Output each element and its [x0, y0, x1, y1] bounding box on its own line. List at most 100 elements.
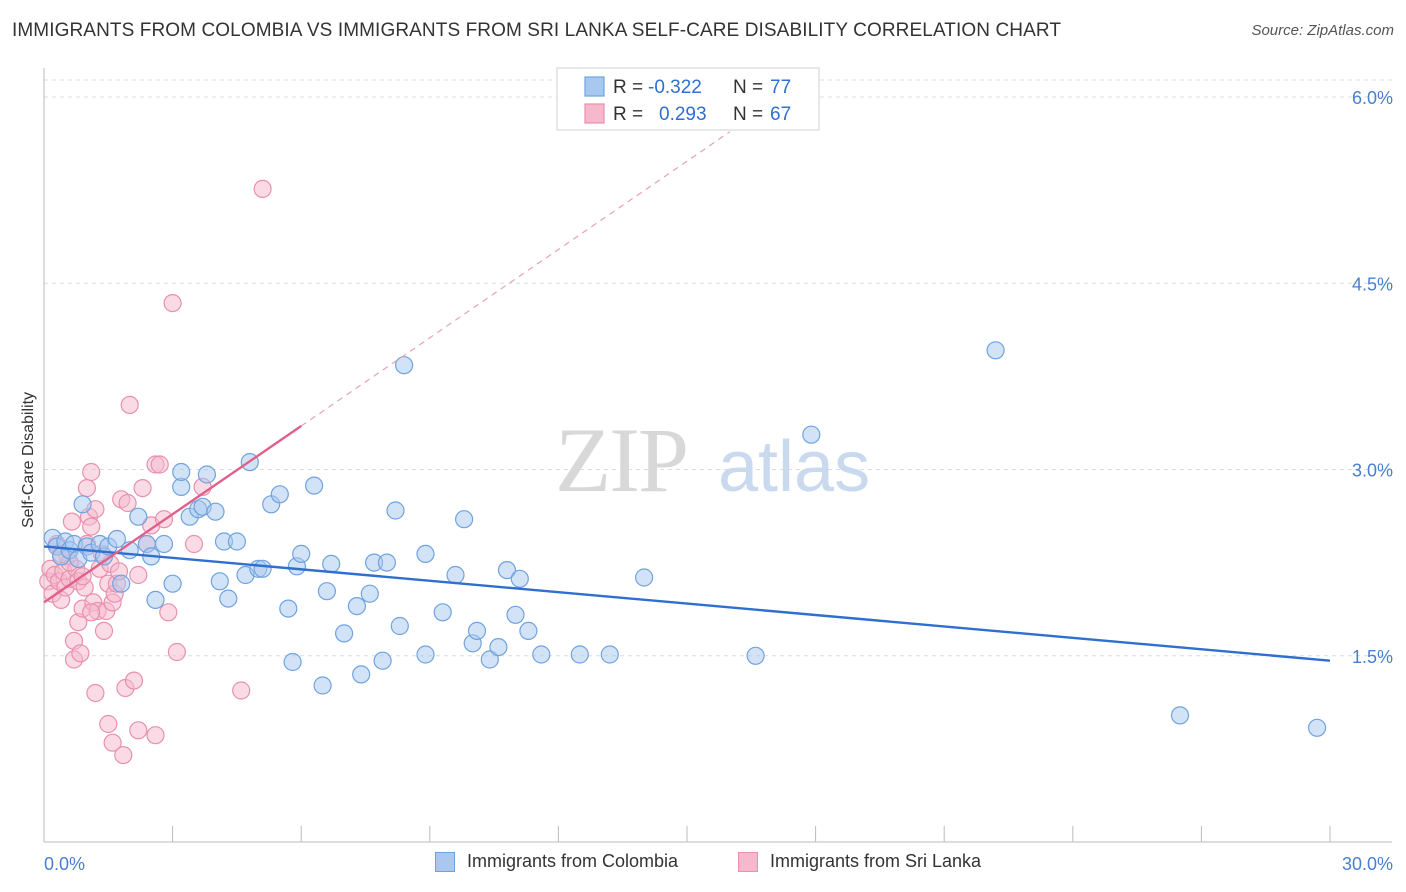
x-tick-label-1: 30.0%: [1342, 854, 1393, 874]
colombia-point-21: [163, 574, 182, 593]
colombia-point-29: [210, 572, 229, 591]
sri-lanka-point-43: [120, 395, 139, 414]
colombia-point-68: [510, 569, 529, 588]
colombia-point-32: [227, 532, 246, 551]
bottom-legend: Immigrants from Colombia Immigrants from…: [0, 851, 1406, 881]
watermark-zip: ZIP: [555, 409, 687, 511]
sri-lanka-point-17: [71, 644, 90, 663]
colombia-point-69: [519, 621, 538, 641]
legend-box: R = -0.322 N = 77 R = 0.293 N = 67: [556, 67, 820, 131]
legend-r-value-2: 0.293: [659, 104, 707, 125]
sri-lanka-point-60: [99, 714, 118, 734]
colombia-point-47: [335, 624, 354, 643]
colombia-point-7: [73, 495, 92, 514]
sri-lanka-point-63: [82, 603, 101, 622]
sri-lanka-point-62: [86, 683, 105, 703]
colombia-point-75: [802, 425, 821, 444]
colombia-point-31: [219, 589, 238, 608]
colombia-point-42: [292, 544, 311, 564]
colombia-point-72: [600, 645, 619, 664]
colombia-point-16: [129, 507, 148, 526]
colombia-point-45: [317, 582, 336, 601]
colombia-point-60: [446, 565, 465, 585]
colombia-point-55: [390, 616, 409, 636]
colombia-point-67: [506, 605, 525, 624]
source-credit: Source: ZipAtlas.com: [1251, 22, 1394, 39]
colombia-point-54: [386, 501, 405, 520]
sri-lanka-point-42: [118, 493, 137, 513]
sri-lanka-point-51: [150, 455, 169, 474]
colombia-point-61: [455, 510, 474, 529]
colombia-point-49: [352, 665, 371, 684]
colombia-point-77: [1170, 706, 1190, 725]
legend-label-colombia: Immigrants from Colombia: [467, 851, 679, 871]
sri-lanka-trendline-extension: [300, 131, 731, 427]
colombia-trendline: [43, 545, 1331, 662]
legend-n-value-1: 77: [770, 77, 791, 98]
legend-n-label-2: N =: [733, 104, 763, 125]
colombia-point-39: [279, 599, 298, 618]
colombia-point-20: [154, 534, 174, 554]
legend-swatch-blue: [584, 76, 605, 97]
colombia-point-28: [206, 502, 225, 521]
legend-r-label-2: R =: [613, 104, 643, 125]
legend-label-sri-lanka: Immigrants from Sri Lanka: [770, 851, 982, 871]
colombia-point-78: [1307, 718, 1327, 737]
sri-lanka-point-35: [103, 733, 122, 752]
colombia-point-64: [480, 650, 499, 669]
colombia-point-76: [986, 341, 1005, 360]
colombia-point-40: [283, 652, 302, 672]
y-tick-label-1: 3.0%: [1352, 461, 1393, 481]
legend-swatch-sri-lanka: [738, 851, 758, 872]
chart-title: IMMIGRANTS FROM COLOMBIA VS IMMIGRANTS F…: [12, 20, 1062, 41]
colombia-point-63: [467, 621, 487, 641]
sri-lanka-point-55: [167, 642, 186, 662]
colombia-point-36: [253, 559, 272, 578]
sri-lanka-point-30: [94, 621, 114, 641]
sri-lanka-point-46: [133, 479, 152, 498]
sri-lanka-point-53: [159, 603, 178, 622]
axes: [43, 68, 1392, 843]
sri-lanka-point-59: [253, 179, 272, 198]
legend-item-colombia: Immigrants from Colombia: [435, 851, 678, 872]
x-tick-label-0: 0.0%: [44, 854, 85, 874]
sri-lanka-point-54: [163, 294, 182, 313]
colombia-point-52: [373, 651, 392, 670]
colombia-point-53: [377, 553, 396, 572]
legend-swatch-pink: [584, 103, 605, 124]
colombia-point-46: [322, 554, 341, 574]
sri-lanka-point-58: [232, 681, 251, 700]
colombia-point-57: [416, 544, 435, 564]
colombia-point-74: [746, 646, 765, 665]
sri-lanka-point-40: [114, 745, 133, 765]
sri-lanka-trendline: [43, 425, 302, 604]
sri-lanka-point-20: [77, 479, 97, 498]
sri-lanka-point-11: [62, 512, 82, 531]
colombia-points: [43, 341, 1327, 737]
sri-lanka-point-23: [82, 462, 101, 482]
legend-n-value-2: 67: [770, 104, 791, 125]
colombia-point-58: [416, 645, 435, 664]
colombia-point-38: [270, 485, 289, 504]
y-tick-label-0: 1.5%: [1352, 647, 1393, 667]
watermark: ZIP atlas: [555, 409, 870, 511]
tick-labels: 1.5% 3.0% 4.5% 6.0% 0.0% 30.0%: [44, 88, 1393, 874]
colombia-point-43: [305, 476, 324, 495]
y-tick-label-2: 4.5%: [1352, 274, 1393, 294]
legend-r-label-1: R =: [613, 77, 643, 98]
sri-lanka-point-49: [146, 726, 165, 745]
colombia-point-70: [532, 645, 551, 664]
colombia-point-48: [347, 596, 366, 616]
colombia-point-44: [313, 676, 332, 695]
colombia-point-56: [395, 356, 414, 375]
colombia-point-19: [146, 590, 165, 610]
sri-lanka-points: [39, 179, 272, 765]
colombia-point-65: [489, 637, 508, 657]
legend-item-sri-lanka: Immigrants from Sri Lanka: [738, 851, 981, 872]
colombia-point-14: [112, 574, 131, 593]
colombia-point-73: [634, 568, 654, 587]
legend-r-value-1: -0.322: [648, 77, 702, 98]
watermark-atlas: atlas: [718, 427, 870, 507]
sri-lanka-point-65: [129, 565, 148, 585]
